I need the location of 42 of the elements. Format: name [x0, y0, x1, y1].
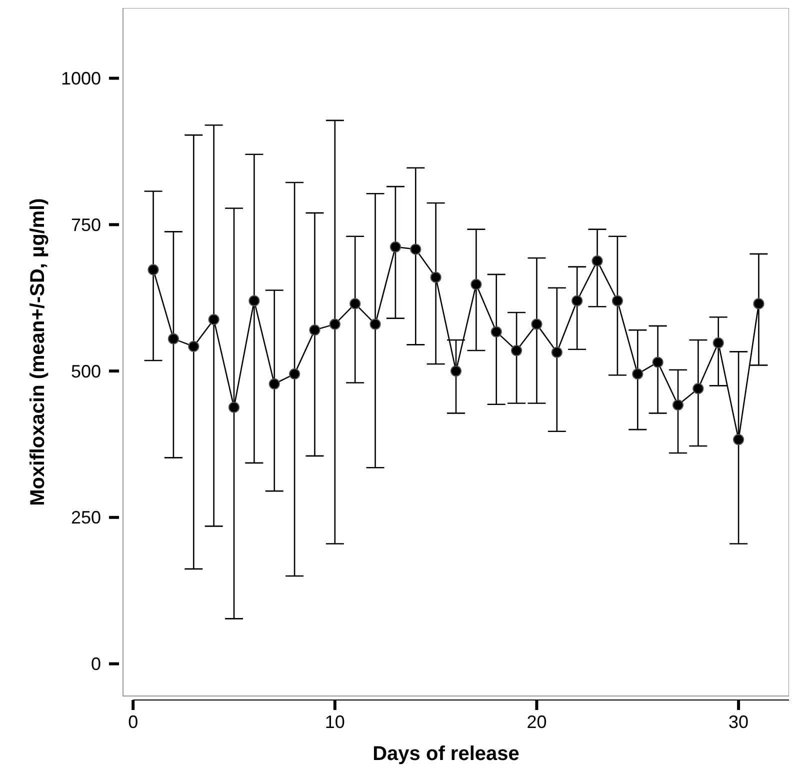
y-tick-label: 500 — [70, 361, 101, 382]
x-axis-title: Days of release — [372, 743, 520, 765]
point — [692, 383, 704, 394]
x-tick-label: 10 — [324, 712, 345, 732]
point — [632, 368, 644, 380]
point — [390, 241, 401, 252]
point — [248, 295, 260, 306]
point — [410, 244, 422, 255]
x-tick-label: 20 — [526, 712, 547, 732]
y-tick-label: 0 — [90, 654, 101, 674]
point — [228, 402, 240, 413]
point — [652, 356, 664, 368]
point — [268, 378, 280, 390]
point — [309, 324, 320, 336]
x-tick-label: 30 — [728, 712, 749, 732]
point — [612, 295, 623, 306]
point — [511, 345, 522, 356]
point — [329, 318, 340, 330]
point — [531, 318, 542, 330]
y-tick-label: 750 — [70, 214, 101, 235]
point — [289, 368, 300, 380]
point — [430, 272, 442, 283]
point — [490, 326, 502, 338]
point — [370, 318, 381, 330]
x-tick-label: 0 — [128, 712, 138, 732]
point — [168, 333, 179, 344]
point — [572, 295, 583, 306]
point — [592, 255, 603, 266]
point — [551, 346, 562, 358]
point — [188, 340, 200, 352]
y-axis-title: Moxifloxacin (mean+/-SD, µg/ml) — [27, 198, 49, 506]
point — [450, 365, 462, 377]
point — [672, 399, 684, 411]
y-tick-label: 250 — [70, 508, 101, 528]
point — [712, 337, 724, 348]
point — [350, 298, 361, 310]
point — [733, 434, 744, 446]
point — [148, 264, 159, 276]
point — [208, 314, 220, 326]
y-tick-label: 1000 — [60, 68, 101, 89]
point — [470, 278, 482, 290]
point — [753, 298, 764, 310]
